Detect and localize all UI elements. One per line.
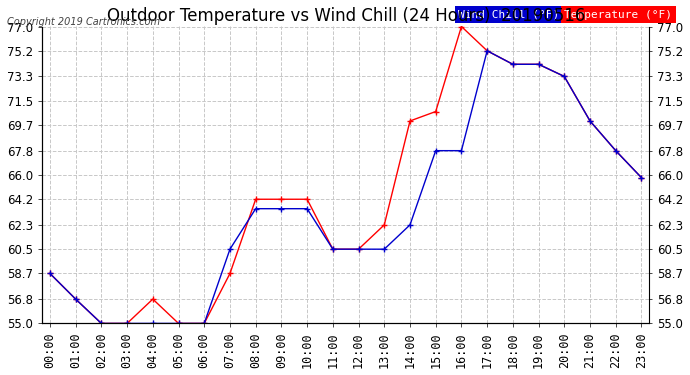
Text: Wind Chill (°F): Wind Chill (°F) [458,10,559,20]
Text: Copyright 2019 Cartronics.com: Copyright 2019 Cartronics.com [7,17,160,27]
Title: Outdoor Temperature vs Wind Chill (24 Hours)  20190516: Outdoor Temperature vs Wind Chill (24 Ho… [106,7,585,25]
Text: Temperature (°F): Temperature (°F) [564,10,672,20]
